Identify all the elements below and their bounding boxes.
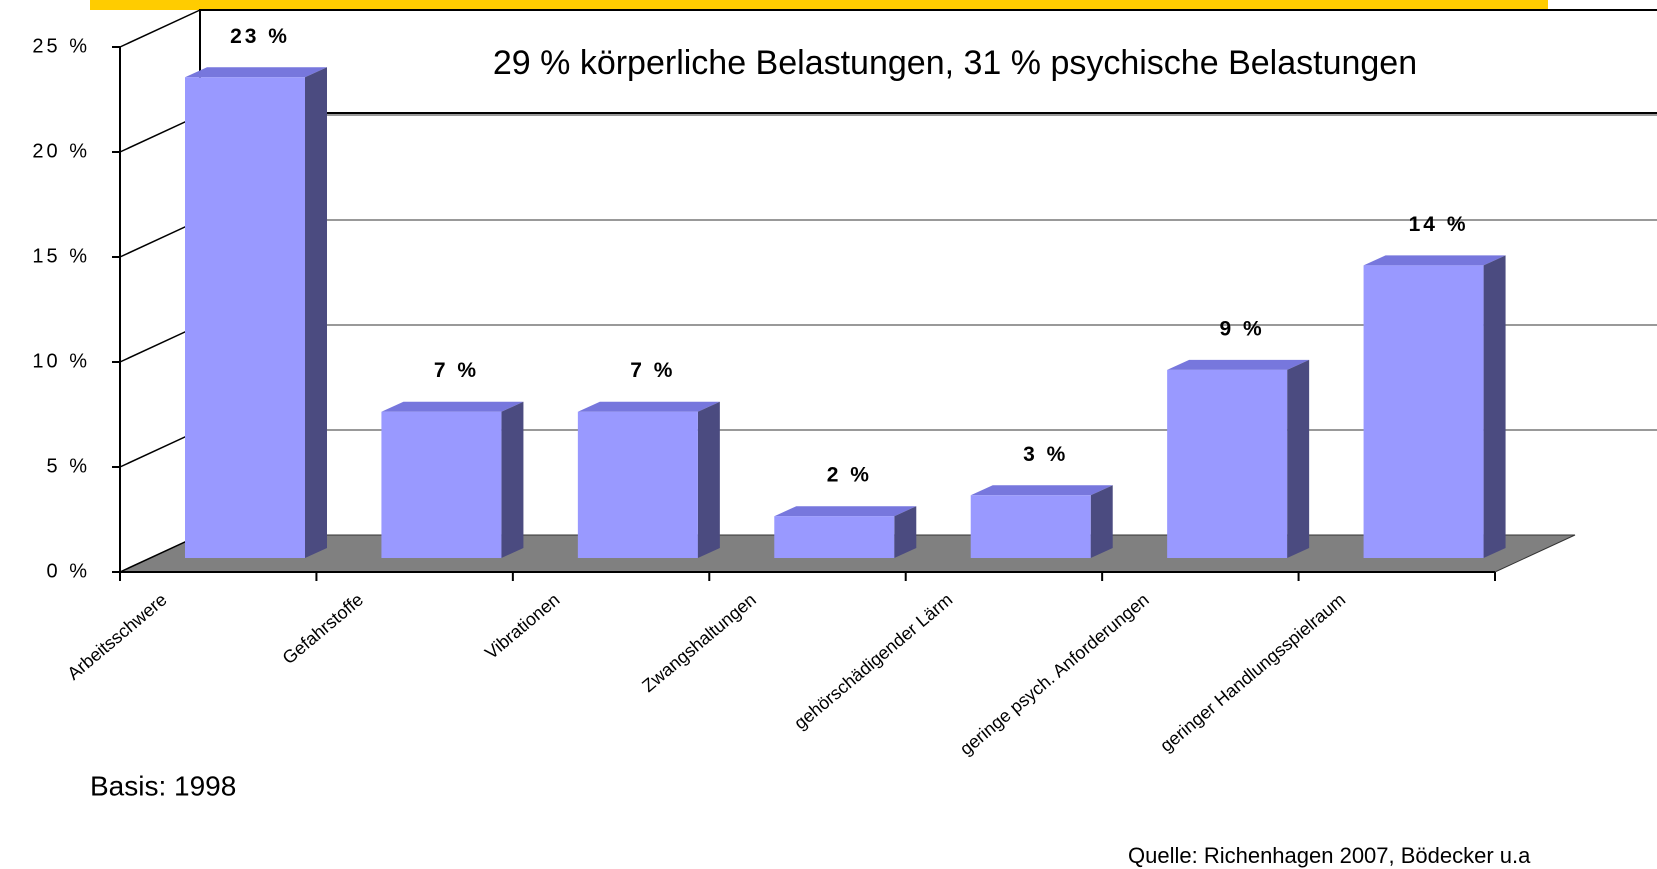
x-tick-label: Arbeitsschwere [64,589,171,683]
bar-top [1167,359,1310,370]
x-tick-label: geringer Handlungsspielraum [1156,589,1349,755]
annotation: 29 % körperliche Belastungen, 31 % psych… [493,44,1417,82]
y-tick-label: 25 % [32,35,90,57]
source: Quelle: Richenhagen 2007, Bödecker u.a [1128,843,1531,868]
annotation-box [199,9,1657,114]
y-tick-label: 5 % [47,455,90,477]
bar [970,485,1113,558]
y-tick-label: 20 % [32,140,90,162]
bar-front [1363,265,1484,558]
bar-front [185,77,305,559]
wall-grid-line [119,9,201,48]
bar [577,401,720,558]
bar-top [381,401,524,412]
bar-top [774,506,917,517]
bar-front [970,495,1091,558]
y-tick-label: 10 % [32,350,90,372]
value-label: 2 % [827,464,872,487]
bar-side [697,401,720,558]
bar-front [381,411,502,558]
value-label: 9 % [1220,317,1265,340]
value-label: 3 % [1023,443,1068,466]
value-label: 23 % [230,25,290,48]
bar-side [305,67,327,559]
x-tick-label: gehörschädigender Lärm [790,589,956,733]
value-label: 7 % [630,359,675,382]
value-label: 7 % [434,359,479,382]
bar-side [501,401,524,558]
note: Basis: 1998 [90,770,236,801]
header-bar [90,0,1548,10]
y-tick-label: 15 % [32,245,90,267]
bar [1363,255,1506,558]
bar-front [774,516,895,558]
bar-front [577,411,698,558]
bar-side [1483,255,1506,558]
bar-front [1167,369,1288,558]
bar-top [577,401,720,412]
x-tick-label: Gefahrstoffe [279,589,367,668]
bar-side [894,506,917,558]
bar-top [970,485,1113,496]
bar-top [1363,255,1506,266]
bar-top [185,67,327,78]
bar-side [1090,485,1113,558]
x-tick-label: geringe psych. Anforderungen [956,589,1153,759]
x-tick-label: Vibrationen [481,589,563,663]
bar [381,401,524,558]
value-label: 14 % [1409,213,1469,236]
x-tick-label: Zwangshaltungen [638,589,760,696]
y-tick-label: 0 % [47,560,90,582]
bar [1167,359,1310,558]
bar-side [1287,359,1310,558]
bar [185,67,327,559]
bar [774,506,917,558]
